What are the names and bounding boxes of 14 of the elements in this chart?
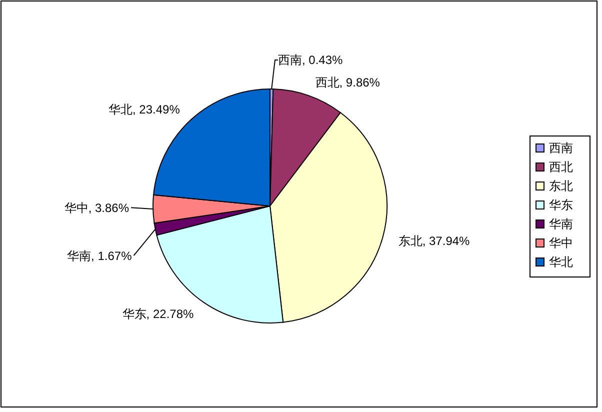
- data-label: 华中, 3.86%: [64, 200, 130, 215]
- data-label: 华北, 23.49%: [108, 102, 180, 116]
- legend-label: 华东: [549, 198, 573, 212]
- legend-label: 西南: [549, 141, 573, 156]
- legend-label: 华中: [549, 236, 573, 250]
- data-label: 东北, 37.94%: [398, 234, 470, 248]
- legend-label: 东北: [549, 179, 573, 194]
- data-label: 华东, 22.78%: [122, 307, 194, 322]
- data-label: 西南, 0.43%: [278, 53, 344, 68]
- data-label: 华南, 1.67%: [67, 248, 132, 263]
- legend-label: 西北: [549, 160, 573, 174]
- data-label: 西北, 9.86%: [315, 76, 380, 90]
- legend-label: 华南: [549, 217, 573, 232]
- legend-label: 华北: [549, 255, 573, 270]
